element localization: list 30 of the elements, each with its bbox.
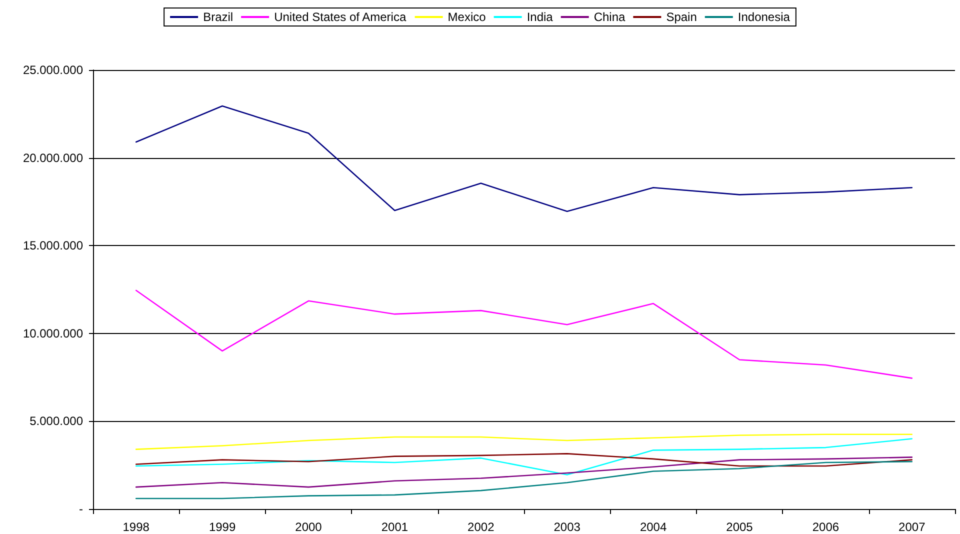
x-tick-label: 2005 xyxy=(726,520,754,534)
x-tick-label: 2001 xyxy=(381,520,408,534)
x-tick-label: 1999 xyxy=(208,520,236,534)
x-tick-label: 2002 xyxy=(468,520,495,534)
legend-label: United States of America xyxy=(274,10,406,24)
y-tick-label: 10.000.000 xyxy=(22,326,84,340)
line-series xyxy=(135,105,913,212)
legend-label: India xyxy=(526,10,554,24)
legend-label: China xyxy=(594,10,626,24)
legend-label: Spain xyxy=(666,10,697,24)
x-tick-label: 2006 xyxy=(812,520,840,534)
x-tick-label: 2007 xyxy=(898,520,926,534)
x-tick-label: 1998 xyxy=(122,520,150,534)
legend-label: Mexico xyxy=(448,10,486,24)
line-series xyxy=(135,434,913,450)
y-tick-label: 20.000.000 xyxy=(22,150,84,165)
line-series xyxy=(135,456,913,488)
line-series xyxy=(135,460,913,500)
x-tick-label: 2003 xyxy=(554,520,581,534)
legend-label: Brazil xyxy=(203,10,234,24)
y-tick-label: 15.000.000 xyxy=(22,238,84,253)
line-series xyxy=(135,290,913,379)
line-series xyxy=(135,438,913,476)
y-tick-label: - xyxy=(79,502,83,516)
y-tick-label: 5.000.000 xyxy=(30,414,84,428)
y-tick-label: 25.000.000 xyxy=(22,63,84,77)
x-tick-label: 2000 xyxy=(295,520,322,534)
x-tick-label: 2004 xyxy=(640,520,667,534)
legend-label: Indonesia xyxy=(738,10,790,24)
line-series xyxy=(135,453,913,467)
